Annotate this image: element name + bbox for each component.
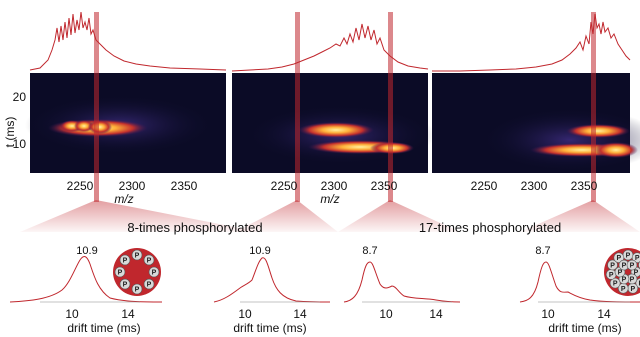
- x-tick: 2350: [571, 179, 598, 193]
- drift-profile-4: 8.7: [519, 245, 640, 303]
- x-axis-label: m/z: [320, 192, 339, 206]
- phospho-marker-label: P: [147, 257, 152, 264]
- drift-tick: 14: [429, 307, 443, 321]
- phospho-marker-label: P: [609, 272, 614, 279]
- x-tick: 2300: [119, 179, 146, 193]
- phospho-marker: [613, 252, 625, 263]
- mass-spectrum-middle: [231, 23, 429, 72]
- phospho-marker-label: P: [630, 263, 635, 270]
- phospho-marker-label: P: [610, 262, 615, 269]
- phospho-marker: [131, 283, 143, 295]
- phospho-marker-label: P: [639, 281, 640, 288]
- x-tick: 2350: [371, 179, 398, 193]
- peak-label: 8.7: [362, 245, 377, 257]
- phospho-marker-label: P: [622, 263, 627, 270]
- phospho-marker-label: P: [634, 270, 639, 277]
- caption-17-times: 17-times phosphorylated: [419, 220, 561, 235]
- phospho-marker: [626, 259, 638, 271]
- mass-spectrum-right: [432, 13, 631, 72]
- phospho-marker: [114, 266, 126, 278]
- peak-label: 10.9: [249, 245, 270, 257]
- x-tick: 2250: [67, 179, 94, 193]
- drift-axis-right: 10 14 drift time (ms): [541, 307, 621, 335]
- mass-spectrum-left: [29, 11, 227, 71]
- phospho-marker-label: P: [621, 286, 626, 293]
- phospho-marker-label: P: [635, 255, 640, 262]
- phospho-marker-label: P: [123, 282, 128, 289]
- phospho-marker: [143, 254, 155, 266]
- x-tick: 2300: [321, 179, 348, 193]
- phospho-marker-label: P: [626, 253, 631, 260]
- heatmap-x-axis-left: 2250 2300 2350 m/z: [67, 179, 198, 206]
- phospho-marker-label: P: [616, 255, 621, 262]
- phospho-marker-label: P: [622, 276, 627, 283]
- selection-wedges: [20, 200, 640, 232]
- phospho-marker: [607, 259, 618, 271]
- phospho-marker-label: P: [152, 270, 157, 277]
- phospho-marker: [119, 254, 131, 266]
- drift-axis-label: drift time (ms): [548, 321, 621, 335]
- heatmap-y-axis: t (ms) 20 10: [3, 90, 26, 151]
- drift-axis-mid-left: 10 14 drift time (ms): [233, 307, 307, 335]
- heatmap-right: [432, 73, 640, 173]
- peak-label: 8.7: [535, 245, 550, 257]
- drift-profile-2: 10.9: [213, 245, 331, 303]
- drift-tick: 14: [597, 307, 611, 321]
- drift-tick: 10: [65, 307, 79, 321]
- drift-tick: 10: [238, 307, 252, 321]
- y-tick-20: 20: [13, 90, 27, 104]
- x-tick: 2250: [271, 179, 298, 193]
- x-tick: 2250: [471, 179, 498, 193]
- heatmap-x-axis-middle: 2250 2300 2350 m/z: [271, 179, 398, 206]
- phospho-marker-label: P: [147, 282, 152, 289]
- drift-tick: 14: [293, 307, 307, 321]
- selection-bands: [94, 12, 596, 202]
- phospho-marker-label: P: [135, 287, 140, 294]
- phospho-marker-label: P: [630, 276, 635, 283]
- caption-8-times: 8-times phosphorylated: [127, 220, 262, 235]
- phospho-marker-label: P: [118, 270, 123, 277]
- y-tick-10: 10: [13, 137, 27, 151]
- phospho-marker-label: P: [630, 286, 635, 293]
- phospho-marker: [148, 266, 160, 278]
- x-tick: 2350: [171, 179, 198, 193]
- phospho-marker-label: P: [135, 253, 140, 260]
- drift-axis-left: 10 14 drift time (ms): [65, 307, 140, 335]
- phospho-marker-label: P: [123, 257, 128, 264]
- x-axis-label: m/z: [114, 192, 133, 206]
- drift-axis-label: drift time (ms): [233, 321, 306, 335]
- peak-label: 10.9: [76, 245, 97, 257]
- phospho-marker: [143, 278, 155, 290]
- drift-axis-mid-right: 10 14: [379, 307, 443, 321]
- drift-tick: 14: [121, 307, 135, 321]
- drift-tick: 10: [379, 307, 393, 321]
- phospho-marker: [119, 278, 131, 290]
- drift-tick: 10: [541, 307, 555, 321]
- phospho-marker-label: P: [618, 270, 623, 277]
- phospho-marker: [631, 252, 640, 263]
- x-tick: 2300: [521, 179, 548, 193]
- heatmap-x-axis-right: 2250 2300 2350: [471, 179, 598, 193]
- heatmap-middle: [232, 73, 435, 173]
- phospho-marker: [131, 249, 143, 261]
- drift-profile-3: 8.7: [343, 245, 461, 303]
- drift-axis-label: drift time (ms): [67, 321, 140, 335]
- heatmap-left: [25, 73, 226, 173]
- phospho-marker: [609, 277, 621, 289]
- phospho-marker-label: P: [613, 281, 618, 288]
- drift-profile-1: 10.9: [9, 245, 163, 303]
- y-axis-label: t (ms): [3, 117, 17, 148]
